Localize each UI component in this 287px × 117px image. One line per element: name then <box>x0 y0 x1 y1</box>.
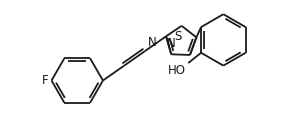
Text: F: F <box>42 74 48 87</box>
Text: S: S <box>174 30 182 43</box>
Text: N: N <box>167 37 176 50</box>
Text: HO: HO <box>168 64 186 77</box>
Text: N: N <box>148 36 156 49</box>
